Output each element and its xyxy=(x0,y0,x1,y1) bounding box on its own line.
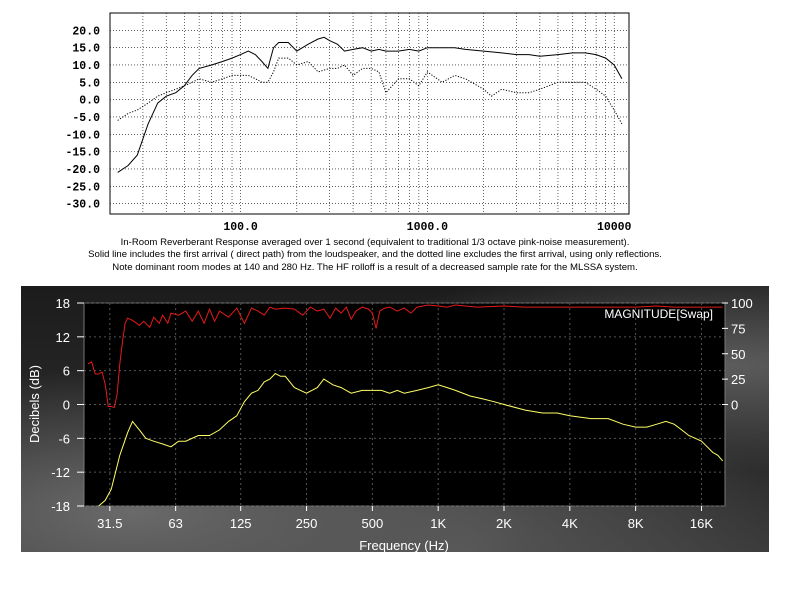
top-x-tick-label: 10000 xyxy=(597,221,632,234)
caption-line-3: Note dominant room modes at 140 and 280 … xyxy=(112,261,638,273)
magnitude-series-red xyxy=(87,304,723,409)
magnitude-x-tick-label: 250 xyxy=(296,516,318,531)
magnitude-x-tick-label: 4K xyxy=(562,516,578,531)
top-y-tick-label: -25.0 xyxy=(65,181,100,194)
top-y-tick-label: -10.0 xyxy=(65,129,100,142)
top-x-tick-label: 100.0 xyxy=(223,221,258,234)
x-axis-label: Frequency (Hz) xyxy=(359,538,449,552)
magnitude-x-tick-label: 63 xyxy=(168,516,182,531)
top-x-axis: 100.0 1000.0 10000 xyxy=(223,221,631,234)
top-y-tick-label: -30.0 xyxy=(65,199,100,212)
magnitude-left-axis: 18 12 6 0 -6 -12 -18 xyxy=(51,296,84,514)
top-reverberant-chart: 20.0 15.0 10.0 5.0 0.0 -5.0 -10.0 -15.0 -20.0 -25… xyxy=(65,12,632,234)
magnitude-x-tick-label: 16K xyxy=(690,516,713,531)
y-axis-label: Decibels (dB) xyxy=(27,365,42,443)
magnitude-x-tick-label: 125 xyxy=(230,516,252,531)
magnitude-right-axis: 100 75 50 25 0 xyxy=(722,296,753,413)
top-series-dotted xyxy=(117,57,623,125)
caption-line-2: Solid line includes the first arrival ( … xyxy=(88,249,662,261)
top-plot-frame xyxy=(109,12,630,215)
magnitude-y-tick-label: 12 xyxy=(56,330,70,345)
magnitude-y-tick-label: -12 xyxy=(51,465,70,480)
top-y-tick-label: -5.0 xyxy=(72,112,100,125)
magnitude-x-tick-label: 500 xyxy=(362,516,384,531)
top-y-tick-label: 5.0 xyxy=(79,77,100,90)
magnitude-y2-tick-label: 0 xyxy=(731,398,738,413)
magnitude-y2-tick-label: 25 xyxy=(731,372,745,387)
chart-caption: In-Room Reverberant Response averaged ov… xyxy=(20,237,730,274)
magnitude-y2-tick-label: 50 xyxy=(731,347,745,362)
magnitude-y-tick-label: -6 xyxy=(58,431,70,446)
magnitude-y2-tick-label: 100 xyxy=(731,296,753,311)
magnitude-x-tick-label: 2K xyxy=(496,516,512,531)
top-y-tick-label: 15.0 xyxy=(72,43,100,56)
magnitude-y-tick-label: -18 xyxy=(51,499,70,514)
top-y-axis: 20.0 15.0 10.0 5.0 0.0 -5.0 -10.0 -15.0 -20.0 -25… xyxy=(65,25,100,211)
magnitude-y-tick-label: 6 xyxy=(63,364,70,379)
magnitude-x-tick-label: 1K xyxy=(430,516,446,531)
magnitude-x-axis: 31.5 63 125 250 500 1K 2K 4K 8K 16K xyxy=(97,506,713,531)
top-y-tick-label: 10.0 xyxy=(72,60,100,73)
top-grid xyxy=(110,13,629,214)
top-y-tick-label: -20.0 xyxy=(65,164,100,177)
magnitude-series-group xyxy=(87,304,724,507)
magnitude-y-tick-label: 0 xyxy=(63,398,70,413)
magnitude-x-tick-label: 31.5 xyxy=(97,516,122,531)
magnitude-panel: 18 12 6 0 -6 -12 -18 100 75 50 25 0 31.5 63 125 250 50… xyxy=(21,286,769,552)
top-series-solid xyxy=(117,36,623,173)
magnitude-y2-tick-label: 75 xyxy=(731,321,745,336)
top-y-tick-label: 0.0 xyxy=(79,95,100,108)
magnitude-series-yellow xyxy=(98,372,724,507)
magnitude-legend: MAGNITUDE[Swap] xyxy=(604,307,713,321)
top-y-tick-label: 20.0 xyxy=(72,25,100,38)
caption-line-1: In-Room Reverberant Response averaged ov… xyxy=(120,237,630,248)
top-series-group xyxy=(117,36,623,173)
magnitude-x-tick-label: 8K xyxy=(628,516,644,531)
top-y-tick-label: -15.0 xyxy=(65,147,100,160)
magnitude-y-tick-label: 18 xyxy=(56,296,70,311)
top-x-tick-label: 1000.0 xyxy=(407,221,449,234)
